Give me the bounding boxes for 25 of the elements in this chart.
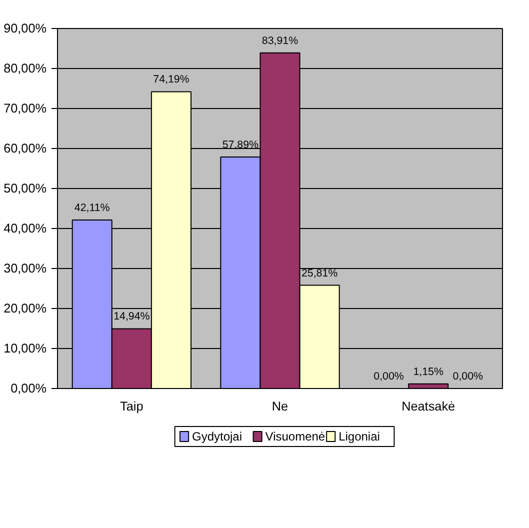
x-tick-label: Ne [272, 400, 288, 414]
data-label: 74,19% [153, 74, 190, 86]
data-label: 57,89% [222, 138, 260, 151]
y-tick-label: 70,00% [4, 102, 47, 116]
y-tick-label: 10,00% [4, 342, 47, 356]
legend-label: Ligoniai [338, 430, 380, 444]
data-label: 0,00% [374, 370, 404, 382]
data-label: 25,81% [301, 267, 338, 280]
data-label: 42,11% [74, 202, 110, 214]
x-tick-label: Taip [120, 400, 144, 414]
data-label: 1,15% [413, 366, 444, 378]
legend-label: Gydytojai [192, 430, 242, 444]
y-tick-label: 0,00% [10, 382, 47, 396]
legend-label: Visuomenė [265, 430, 326, 444]
y-tick-label: 20,00% [4, 302, 47, 316]
y-tick-label: 50,00% [4, 182, 47, 196]
y-tick-label: 30,00% [4, 262, 47, 276]
y-tick-label: 60,00% [4, 142, 47, 156]
x-tick-label: Neatsakė [402, 400, 456, 414]
data-label: 83,91% [262, 34, 299, 47]
data-label: 0,00% [452, 370, 484, 382]
y-tick-label: 90,00% [4, 22, 47, 36]
y-tick-label: 40,00% [4, 222, 47, 236]
y-tick-label: 80,00% [4, 62, 47, 76]
data-label: 14,94% [114, 310, 150, 323]
